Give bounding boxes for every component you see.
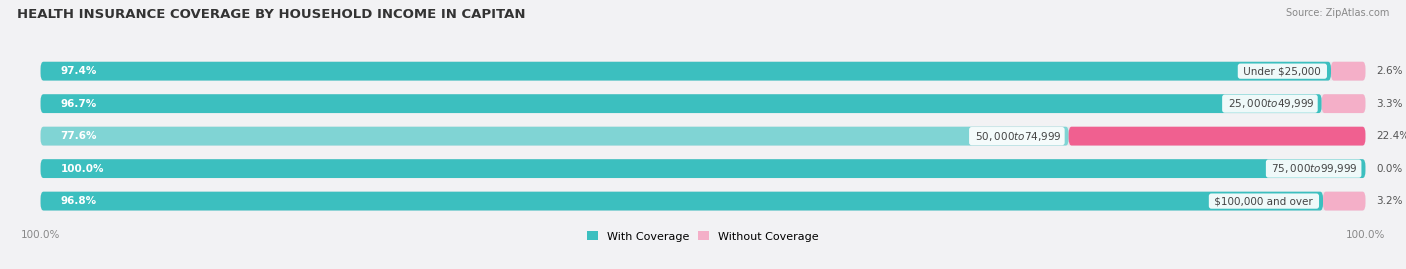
Text: 96.8%: 96.8%	[60, 196, 97, 206]
FancyBboxPatch shape	[41, 127, 1069, 146]
FancyBboxPatch shape	[41, 62, 1331, 81]
FancyBboxPatch shape	[41, 94, 1365, 113]
Text: 3.2%: 3.2%	[1376, 196, 1403, 206]
FancyBboxPatch shape	[1323, 192, 1365, 211]
Text: $25,000 to $49,999: $25,000 to $49,999	[1225, 97, 1315, 110]
Text: $75,000 to $99,999: $75,000 to $99,999	[1268, 162, 1358, 175]
Text: 96.7%: 96.7%	[60, 99, 97, 109]
Text: $50,000 to $74,999: $50,000 to $74,999	[972, 130, 1062, 143]
FancyBboxPatch shape	[41, 62, 1365, 81]
Text: 2.6%: 2.6%	[1376, 66, 1403, 76]
Text: 22.4%: 22.4%	[1376, 131, 1406, 141]
Text: Source: ZipAtlas.com: Source: ZipAtlas.com	[1285, 8, 1389, 18]
FancyBboxPatch shape	[1069, 127, 1365, 146]
Text: 100.0%: 100.0%	[60, 164, 104, 174]
Legend: With Coverage, Without Coverage: With Coverage, Without Coverage	[582, 227, 824, 246]
Text: HEALTH INSURANCE COVERAGE BY HOUSEHOLD INCOME IN CAPITAN: HEALTH INSURANCE COVERAGE BY HOUSEHOLD I…	[17, 8, 526, 21]
Text: 97.4%: 97.4%	[60, 66, 97, 76]
FancyBboxPatch shape	[41, 192, 1365, 211]
FancyBboxPatch shape	[41, 159, 1365, 178]
FancyBboxPatch shape	[41, 94, 1322, 113]
Text: Under $25,000: Under $25,000	[1240, 66, 1324, 76]
FancyBboxPatch shape	[41, 159, 1365, 178]
FancyBboxPatch shape	[1322, 94, 1365, 113]
FancyBboxPatch shape	[41, 192, 1323, 211]
FancyBboxPatch shape	[41, 127, 1365, 146]
Text: 0.0%: 0.0%	[1376, 164, 1402, 174]
Text: 3.3%: 3.3%	[1376, 99, 1403, 109]
FancyBboxPatch shape	[1331, 62, 1365, 81]
Text: 77.6%: 77.6%	[60, 131, 97, 141]
Text: $100,000 and over: $100,000 and over	[1212, 196, 1316, 206]
